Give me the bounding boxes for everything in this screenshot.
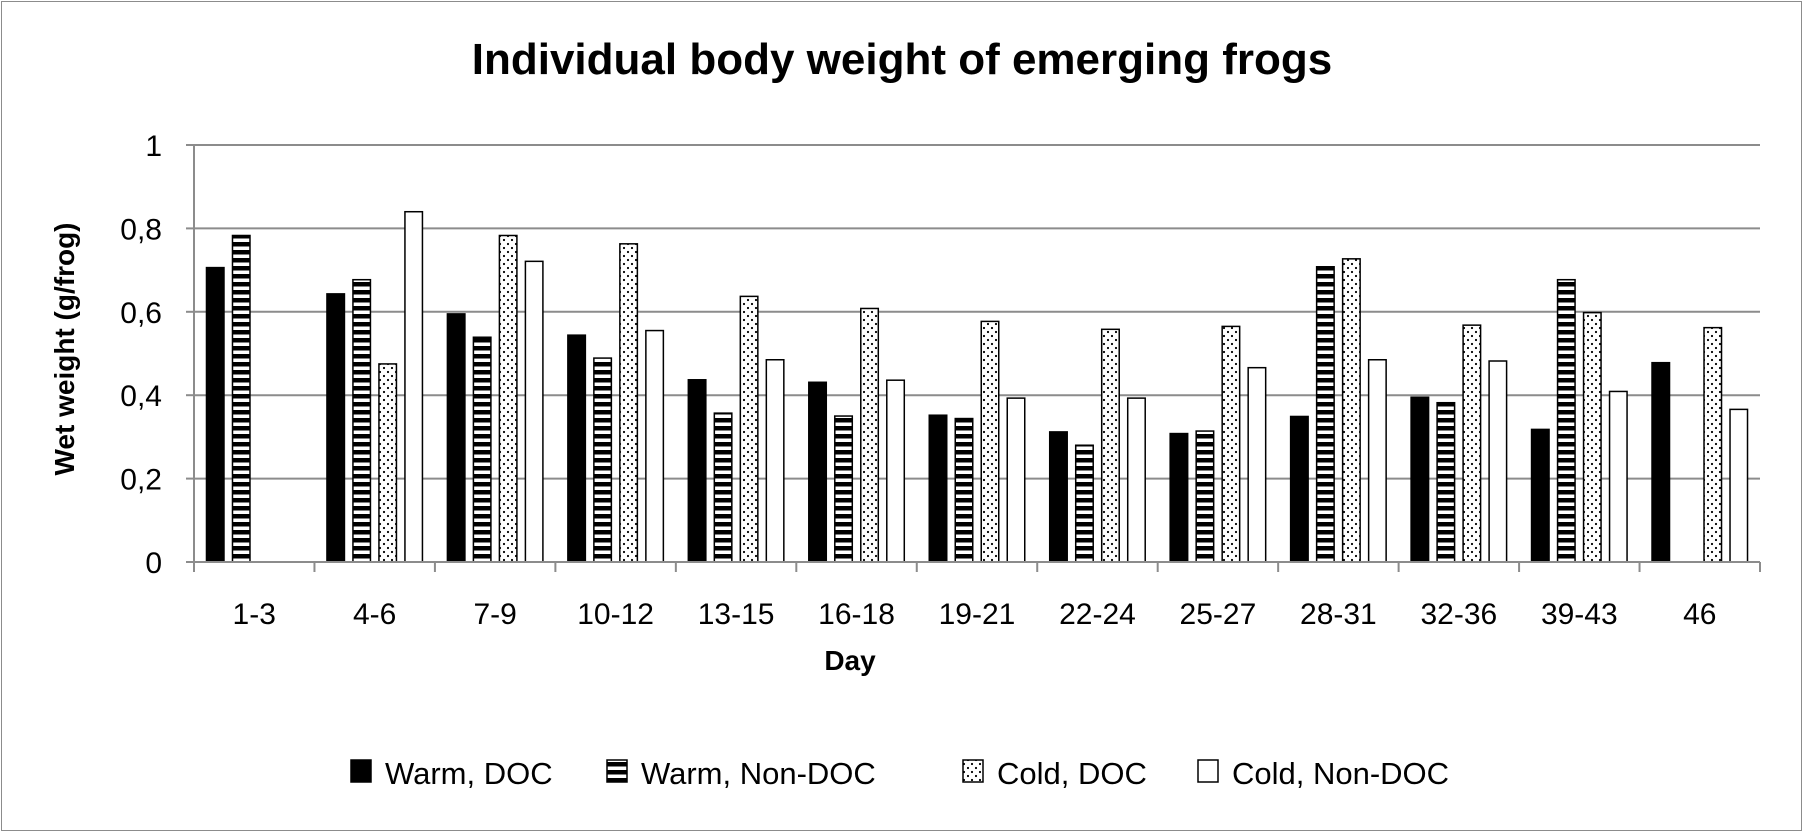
- bar: [472, 336, 492, 563]
- bar: [1006, 397, 1026, 563]
- legend-swatch: [1197, 759, 1219, 783]
- bar: [1462, 324, 1482, 563]
- bar: [524, 260, 544, 563]
- bar: [980, 320, 1000, 563]
- bar: [1048, 431, 1068, 563]
- bar: [498, 234, 518, 563]
- legend-swatch: [606, 759, 628, 783]
- y-tick-label: 0,4: [120, 380, 162, 413]
- bar: [808, 381, 828, 563]
- bar: [928, 414, 948, 563]
- bar: [593, 357, 613, 563]
- x-tick-label: 22-24: [1059, 598, 1136, 631]
- bar: [1488, 360, 1508, 563]
- bar: [378, 363, 398, 563]
- bar: [1169, 432, 1189, 563]
- y-tick-label: 0,6: [120, 297, 162, 330]
- bar: [1315, 266, 1335, 563]
- legend-label: Cold, Non-DOC: [1232, 756, 1449, 791]
- bar: [1729, 408, 1749, 563]
- y-tick-label: 1: [145, 130, 162, 163]
- bar: [1195, 430, 1215, 563]
- bar: [834, 415, 854, 563]
- bar: [567, 334, 587, 563]
- x-tick-label: 19-21: [939, 598, 1016, 631]
- x-tick-label: 32-36: [1420, 598, 1497, 631]
- bar: [1100, 328, 1120, 563]
- legend-label: Cold, DOC: [997, 756, 1147, 791]
- x-tick-label: 4-6: [353, 598, 396, 631]
- bar: [739, 295, 759, 563]
- bar: [1221, 325, 1241, 563]
- x-tick-label: 28-31: [1300, 598, 1377, 631]
- x-tick-label: 25-27: [1180, 598, 1257, 631]
- x-tick-label: 16-18: [818, 598, 895, 631]
- y-tick-label: 0: [145, 547, 162, 580]
- bar: [205, 266, 225, 563]
- bar: [1703, 326, 1723, 563]
- bar: [765, 359, 785, 563]
- bar: [231, 234, 251, 563]
- bar: [1126, 397, 1146, 563]
- gridlines: [194, 144, 1760, 480]
- x-tick-label: 10-12: [577, 598, 654, 631]
- bar: [1410, 396, 1430, 563]
- bar: [1074, 444, 1094, 563]
- x-tick-label: 7-9: [473, 598, 516, 631]
- bar: [1341, 258, 1361, 563]
- legend-label: Warm, Non-DOC: [641, 756, 876, 791]
- bar: [886, 379, 906, 563]
- legend-swatch: [962, 759, 984, 783]
- x-tick-label: 46: [1683, 598, 1716, 631]
- bar: [1608, 390, 1628, 563]
- bar: [619, 243, 639, 563]
- bar: [1651, 361, 1671, 563]
- bar: [1582, 311, 1602, 563]
- bar: [1436, 401, 1456, 563]
- bars: [205, 210, 1749, 563]
- bar: [326, 293, 346, 563]
- bar: [645, 329, 665, 563]
- x-axis-label: Day: [824, 645, 876, 676]
- bar: [1367, 359, 1387, 563]
- legend-swatch: [350, 759, 372, 783]
- x-tick-label: 1-3: [233, 598, 276, 631]
- x-tick-label: 39-43: [1541, 598, 1618, 631]
- bar: [860, 307, 880, 563]
- bar: [713, 412, 733, 563]
- x-axis-ticks: 1-3 4-6 7-9 10-12 13-15 16-18 19-21 22-24 25-27 2…: [233, 598, 1717, 631]
- y-tick-label: 0,8: [120, 213, 162, 246]
- bar: [446, 313, 466, 563]
- bar: [1530, 428, 1550, 563]
- legend-label: Warm, DOC: [385, 756, 553, 791]
- bar: [404, 210, 424, 563]
- bar: [1556, 278, 1576, 563]
- chart-title: Individual body weight of emerging frogs: [472, 35, 1332, 84]
- bar: [687, 379, 707, 563]
- bar: [954, 417, 974, 563]
- y-axis-ticks: 0 0,2 0,4 0,6 0,8 1: [120, 130, 162, 580]
- y-tick-label: 0,2: [120, 464, 162, 497]
- bar: [1289, 415, 1309, 563]
- x-tick-label: 13-15: [698, 598, 775, 631]
- bar: [1247, 366, 1267, 563]
- axes: [186, 144, 1761, 572]
- bar: [352, 278, 372, 563]
- y-axis-label: Wet weight (g/frog): [49, 223, 80, 476]
- legend: Warm, DOC Warm, Non-DOC Cold, DOC Cold, Non…: [350, 756, 1449, 791]
